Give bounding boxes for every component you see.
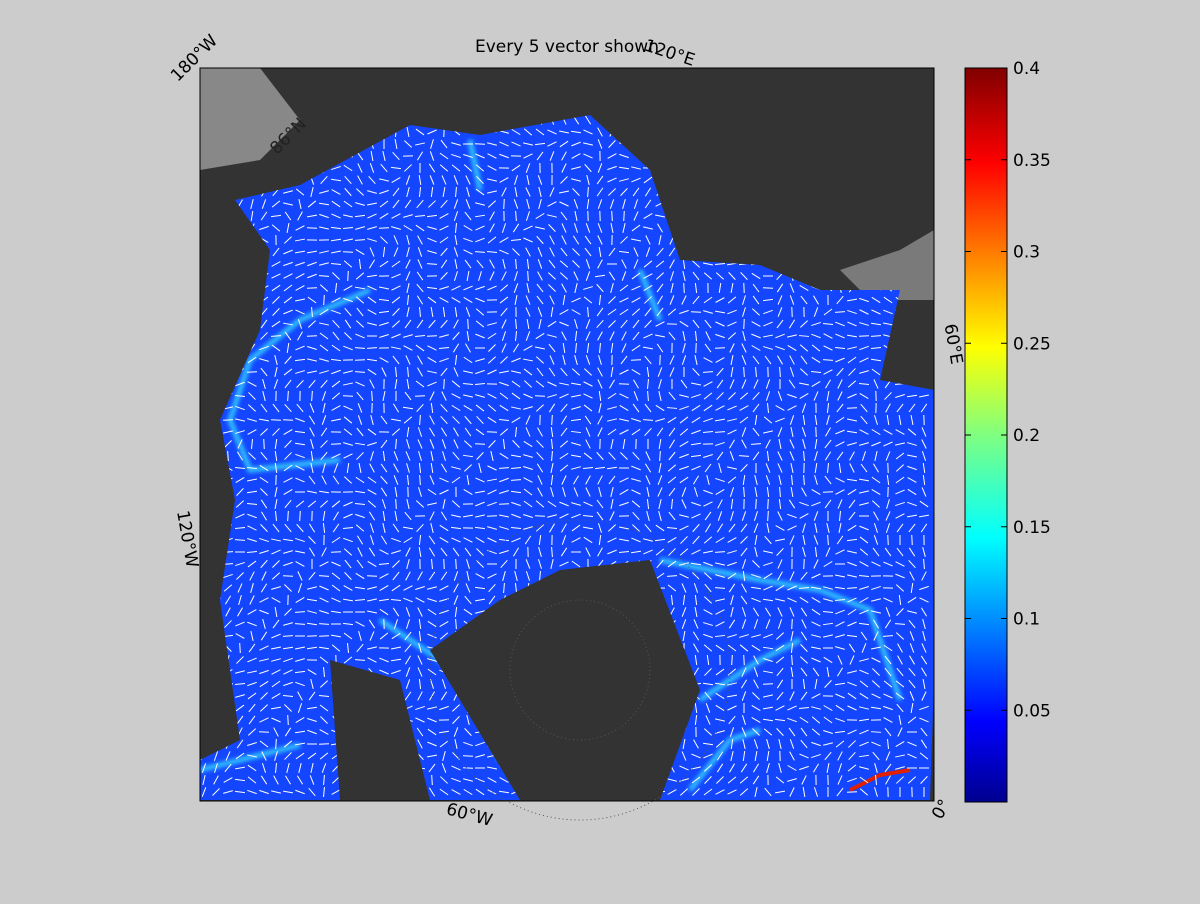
vector (367, 348, 377, 349)
vector (343, 252, 353, 253)
vector (703, 372, 713, 373)
vector (619, 384, 629, 385)
vector (912, 535, 913, 545)
vector (763, 684, 773, 685)
colorbar-tick-label: 0.25 (1013, 334, 1051, 354)
vector (288, 391, 289, 401)
vector (684, 283, 685, 293)
vector (264, 439, 265, 449)
colorbar-tick-label: 0.1 (1013, 610, 1040, 630)
vector (499, 504, 509, 505)
vector (348, 271, 349, 281)
vector (247, 372, 257, 373)
colorbar-tick-label: 0.15 (1013, 518, 1051, 538)
vector (535, 516, 545, 517)
vector (355, 240, 365, 241)
vector (756, 499, 757, 509)
vector (420, 475, 421, 485)
vector (660, 451, 661, 461)
vector (223, 420, 233, 421)
vector (319, 624, 329, 625)
vector (792, 619, 793, 629)
vector (624, 211, 625, 221)
colorbar (965, 68, 1007, 802)
colorbar-tick-label: 0.2 (1013, 426, 1040, 446)
vector (871, 336, 881, 337)
vector (732, 655, 733, 665)
vector (283, 576, 293, 577)
vector (432, 775, 433, 785)
colorbar-tick-label: 0.35 (1013, 151, 1051, 171)
vector (691, 312, 701, 313)
vector (307, 228, 317, 229)
vector (312, 391, 313, 401)
vector (367, 576, 377, 577)
vector (307, 636, 317, 637)
vector (288, 511, 289, 521)
vector (456, 559, 457, 569)
vector (396, 499, 397, 509)
vector (888, 535, 889, 545)
vector (319, 276, 329, 277)
vector (379, 228, 389, 229)
vector (768, 499, 769, 509)
lon-label: 60°W (444, 799, 495, 831)
vector (751, 444, 761, 445)
vector (504, 199, 505, 209)
vector (463, 756, 473, 757)
vector (288, 715, 289, 725)
vector (528, 271, 529, 281)
vector (744, 367, 745, 377)
vector (612, 211, 613, 221)
vector (355, 360, 365, 361)
lon-label: 120°E (642, 36, 697, 71)
vector (355, 372, 365, 373)
vector (444, 379, 445, 389)
vector (804, 559, 805, 569)
colorbar-tick-label: 0.3 (1013, 243, 1040, 263)
title: Every 5 vector shown (475, 37, 659, 57)
vector (631, 360, 641, 361)
vector (228, 451, 229, 461)
vector (240, 643, 241, 653)
vector (300, 511, 301, 521)
vector (744, 655, 745, 665)
vector (324, 295, 325, 305)
vector (259, 732, 269, 733)
vector (475, 444, 485, 445)
vector (768, 511, 769, 521)
colorbar-tick-label: 0.4 (1013, 59, 1040, 79)
vector (847, 792, 857, 793)
vector (871, 732, 881, 733)
lon-label: 60°E (940, 322, 967, 366)
vector (343, 396, 353, 397)
colorbar-tick-label: 0.05 (1013, 701, 1051, 721)
vector (427, 336, 437, 337)
vector (468, 319, 469, 329)
vector (552, 415, 553, 425)
vector (276, 739, 277, 749)
vector (331, 552, 341, 553)
lon-label: 120°W (172, 509, 202, 570)
vector (283, 420, 293, 421)
vector (372, 391, 373, 401)
vector (828, 535, 829, 545)
